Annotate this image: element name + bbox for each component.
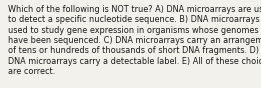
Text: of tens or hundreds of thousands of short DNA fragments. D): of tens or hundreds of thousands of shor…: [8, 46, 259, 55]
Text: DNA microarrays carry a detectable label. E) All of these choices: DNA microarrays carry a detectable label…: [8, 57, 261, 66]
Text: used to study gene expression in organisms whose genomes: used to study gene expression in organis…: [8, 26, 259, 35]
Text: to detect a specific nucleotide sequence. B) DNA microarrays are: to detect a specific nucleotide sequence…: [8, 15, 261, 24]
Text: are correct.: are correct.: [8, 67, 56, 76]
Text: have been sequenced. C) DNA microarrays carry an arrangement: have been sequenced. C) DNA microarrays …: [8, 36, 261, 45]
Text: Which of the following is NOT true? A) DNA microarrays are used: Which of the following is NOT true? A) D…: [8, 5, 261, 14]
